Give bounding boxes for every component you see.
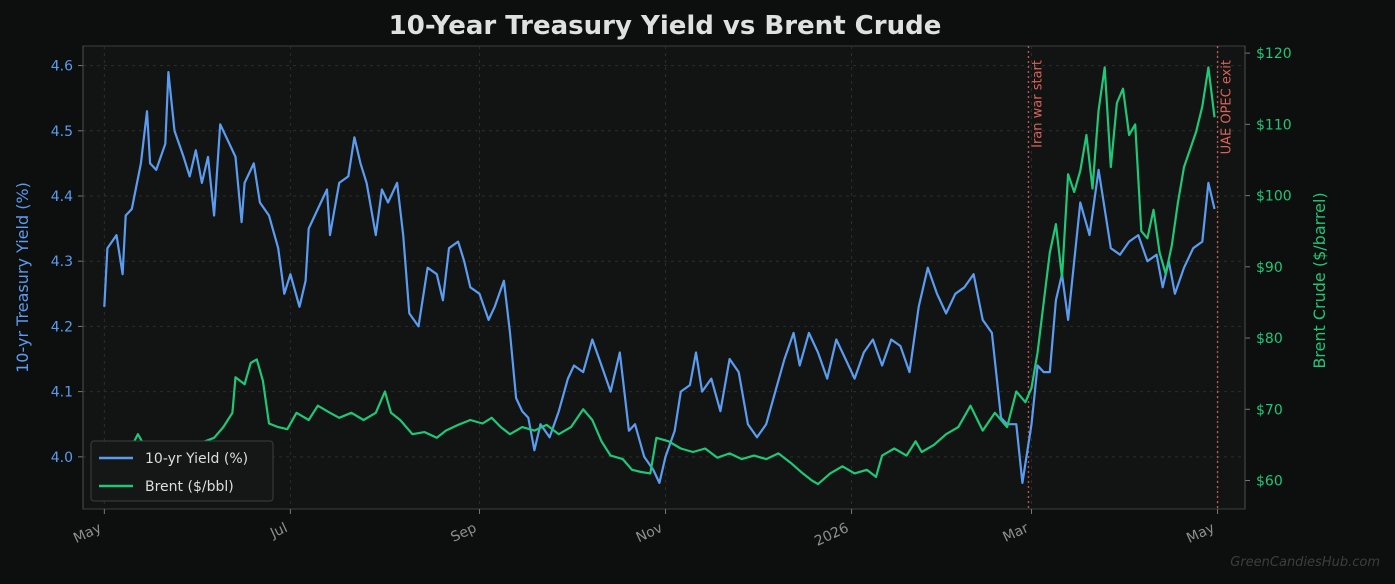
y-right-tick-label: $120: [1256, 46, 1292, 62]
y-left-tick-label: 4.4: [51, 189, 73, 205]
series-lines: [103, 66, 1216, 486]
x-tick-label: Jul: [267, 520, 290, 542]
y-axis-left-label: 10-yr Treasury Yield (%): [13, 182, 32, 373]
y-left-tick-label: 4.6: [51, 59, 73, 75]
y-left-tick-label: 4.5: [51, 124, 73, 140]
y-right-tick-label: $100: [1256, 189, 1292, 205]
y-left-tick-label: 4.1: [51, 385, 73, 401]
plot-area: [82, 45, 1246, 510]
y-left-tick-label: 4.0: [51, 450, 73, 466]
y-left-tick-label: 4.3: [51, 254, 73, 270]
legend-label-yield: 10-yr Yield (%): [145, 451, 248, 467]
event-label: UAE OPEC exit: [1220, 60, 1235, 154]
series-line-brent: [103, 66, 1216, 486]
y-right-tick-label: $80: [1256, 331, 1283, 347]
event-markers: Iran war start UAE OPEC exit: [1027, 46, 1235, 509]
legend-label-brent: Brent ($/bbl): [145, 479, 234, 495]
series-line-yield: [103, 71, 1216, 484]
y-right-tick-label: $90: [1256, 260, 1283, 276]
y-right-tick-label: $60: [1256, 474, 1283, 490]
y-axis-right-label: Brent Crude ($/barrel): [1310, 192, 1329, 368]
legend: 10-yr Yield (%) Brent ($/bbl): [90, 440, 274, 502]
legend-box: [90, 440, 274, 502]
y-left-tick-label: 4.2: [51, 319, 73, 335]
chart-title: 10-Year Treasury Yield vs Brent Crude: [389, 11, 942, 41]
axes: 4.0 4.1 4.2 4.3 4.4 4.5 4.6 $60 $70 $80 $90 $100 $11…: [51, 46, 1292, 550]
y-right-tick-label: $110: [1256, 117, 1292, 133]
watermark: GreenCandiesHub.com: [1230, 555, 1380, 570]
y-right-tick-label: $70: [1256, 402, 1283, 418]
event-label: Iran war start: [1030, 60, 1045, 148]
